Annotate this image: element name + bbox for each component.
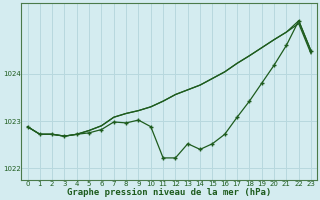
- X-axis label: Graphe pression niveau de la mer (hPa): Graphe pression niveau de la mer (hPa): [67, 188, 271, 197]
